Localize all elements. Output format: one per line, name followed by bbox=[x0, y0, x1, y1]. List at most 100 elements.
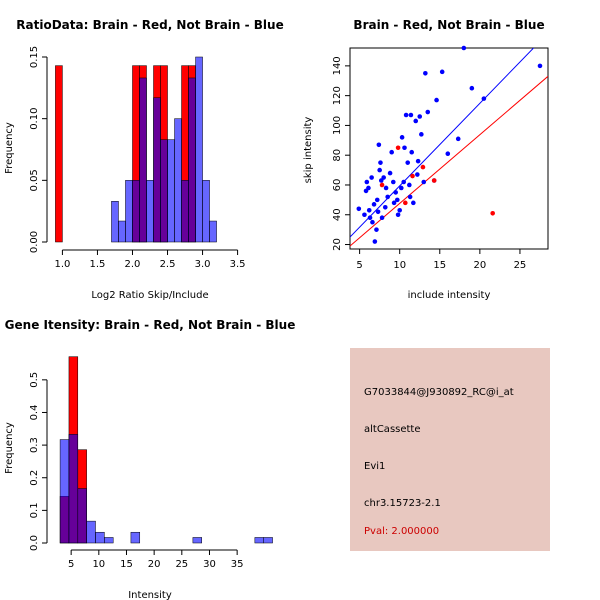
scatter-point-not-brain bbox=[367, 215, 373, 221]
ratio-bar-not-brain-21 bbox=[202, 180, 210, 243]
scatter-point-not-brain bbox=[374, 227, 379, 232]
scatter-point-not-brain bbox=[376, 142, 382, 148]
scatter-y-tick-label: 100 bbox=[332, 116, 343, 135]
scatter-point-not-brain bbox=[407, 194, 413, 200]
scatter-ylabel: skip intensity bbox=[303, 117, 314, 184]
scatter-y-tick-label: 140 bbox=[332, 56, 343, 75]
scatter-point-not-brain bbox=[407, 182, 412, 188]
gene-name: Evi1 bbox=[364, 461, 386, 472]
scatter-point-not-brain bbox=[399, 185, 404, 191]
scatter-point-not-brain bbox=[378, 160, 383, 165]
scatter-point-not-brain bbox=[408, 112, 414, 118]
ratio-bar-brain-0 bbox=[55, 65, 63, 243]
scatter-point-not-brain bbox=[425, 109, 431, 115]
scatter-point-not-brain bbox=[377, 167, 382, 173]
scatter-point-not-brain bbox=[403, 112, 409, 118]
scatter-point-not-brain bbox=[411, 200, 416, 206]
scatter-point-not-brain bbox=[391, 200, 397, 206]
ratio-bar-not-brain-11 bbox=[132, 180, 140, 243]
scatter-point-not-brain bbox=[389, 149, 394, 155]
scatter-point-not-brain bbox=[381, 175, 386, 180]
scatter-point-not-brain bbox=[417, 114, 423, 119]
ratio-bar-not-brain-13 bbox=[146, 180, 154, 243]
scatter-point-not-brain bbox=[387, 170, 393, 176]
ratio-ylabel: Frequency bbox=[4, 122, 15, 174]
scatter-frame bbox=[349, 47, 549, 250]
scatter-point-not-brain bbox=[379, 215, 385, 221]
probe-id: G7033844@J930892_RC@i_at bbox=[364, 387, 514, 398]
scatter-point-not-brain bbox=[434, 97, 439, 103]
scatter-x-tick-label: 25 bbox=[514, 260, 527, 271]
scatter-x-tick-label: 5 bbox=[356, 260, 362, 271]
scatter-point-not-brain bbox=[369, 175, 374, 180]
scatter-point-not-brain bbox=[481, 96, 487, 101]
scatter-point-brain bbox=[431, 178, 437, 183]
scatter-point-not-brain bbox=[419, 132, 424, 137]
scatter-point-not-brain bbox=[366, 185, 371, 191]
scatter-y-tick-label: 80 bbox=[332, 149, 343, 162]
gene-x-tick-label: 15 bbox=[120, 559, 133, 570]
ratio-bar-not-brain-16 bbox=[167, 139, 175, 243]
scatter-point-not-brain bbox=[409, 149, 415, 155]
scatter-x-tick-label: 20 bbox=[473, 260, 486, 271]
chrom-location: chr3.15723-2.1 bbox=[364, 498, 441, 509]
scatter-point-brain bbox=[395, 145, 401, 151]
scatter-point-not-brain bbox=[371, 202, 377, 207]
scatter-point-not-brain bbox=[461, 45, 467, 51]
scatter-point-not-brain bbox=[356, 206, 362, 212]
gene-title: Gene Itensity: Brain - Red, Not Brain - … bbox=[5, 318, 296, 332]
scatter-point-not-brain bbox=[469, 85, 475, 91]
scatter-point-not-brain bbox=[421, 179, 427, 185]
ratio-x-tick-label: 3.5 bbox=[230, 259, 246, 270]
ratio-bar-not-brain-18 bbox=[181, 180, 189, 243]
gene-x-tick-label: 30 bbox=[203, 559, 216, 570]
ratio-y-tick-label: 0.15 bbox=[29, 46, 40, 68]
gene-y-tick-label: 0.5 bbox=[29, 372, 40, 388]
scatter-point-not-brain bbox=[366, 207, 372, 213]
gene-bar-not-brain-15 bbox=[192, 537, 202, 544]
scatter-point-not-brain bbox=[401, 179, 407, 185]
scatter-fit-blue bbox=[350, 48, 535, 238]
scatter-point-not-brain bbox=[374, 197, 380, 203]
gene-x-tick-label: 10 bbox=[92, 559, 105, 570]
ratio-bar-not-brain-17 bbox=[174, 118, 182, 243]
gene-x-tick-label: 25 bbox=[175, 559, 188, 570]
scatter-title: Brain - Red, Not Brain - Blue bbox=[353, 18, 544, 32]
scatter-point-not-brain bbox=[397, 207, 403, 213]
scatter-x-tick-label: 15 bbox=[433, 260, 446, 271]
ratio-x-tick-label: 1.0 bbox=[54, 259, 70, 270]
gene-y-tick-label: 0.3 bbox=[29, 437, 40, 453]
ratio-y-tick-label: 0.10 bbox=[29, 108, 40, 130]
ratio-x-tick-label: 2.0 bbox=[125, 259, 141, 270]
scatter-xlabel: include intensity bbox=[408, 290, 491, 301]
scatter-y-tick-label: 60 bbox=[332, 179, 343, 192]
scatter-point-brain bbox=[420, 164, 426, 170]
gene-x-tick-label: 5 bbox=[68, 559, 74, 570]
scatter-point-not-brain bbox=[445, 151, 451, 157]
ratio-xlabel: Log2 Ratio Skip/Include bbox=[91, 290, 208, 301]
gene-bar-not-brain-22 bbox=[254, 537, 264, 544]
gene-y-tick-label: 0.2 bbox=[29, 470, 40, 486]
gene-x-tick-label: 35 bbox=[231, 559, 244, 570]
ratio-x-tick-label: 2.5 bbox=[160, 259, 176, 270]
scatter-point-not-brain bbox=[405, 160, 411, 165]
ratio-histogram: RatioData: Brain - Red, Not Brain - Blue… bbox=[4, 18, 284, 301]
scatter-point-not-brain bbox=[415, 158, 421, 164]
ratio-bar-not-brain-15 bbox=[160, 139, 168, 243]
scatter-point-brain bbox=[403, 200, 408, 206]
ratio-x-tick-label: 3.0 bbox=[195, 259, 211, 270]
scatter-point-not-brain bbox=[413, 118, 419, 124]
scatter-point-not-brain bbox=[402, 145, 407, 151]
gene-y-tick-label: 0.4 bbox=[29, 405, 40, 421]
scatter-point-not-brain bbox=[455, 136, 461, 142]
gene-y-tick-label: 0.0 bbox=[29, 535, 40, 551]
ratio-bar-not-brain-19 bbox=[188, 77, 196, 243]
scatter-point-brain bbox=[379, 182, 385, 188]
ratio-bar-not-brain-12 bbox=[139, 77, 147, 243]
scatter-point-not-brain bbox=[439, 69, 445, 75]
scatter-point-not-brain bbox=[382, 205, 388, 210]
ratio-title: RatioData: Brain - Red, Not Brain - Blue bbox=[16, 18, 283, 32]
scatter-point-not-brain bbox=[372, 239, 378, 244]
pval-text: Pval: 2.000000 bbox=[364, 526, 440, 537]
